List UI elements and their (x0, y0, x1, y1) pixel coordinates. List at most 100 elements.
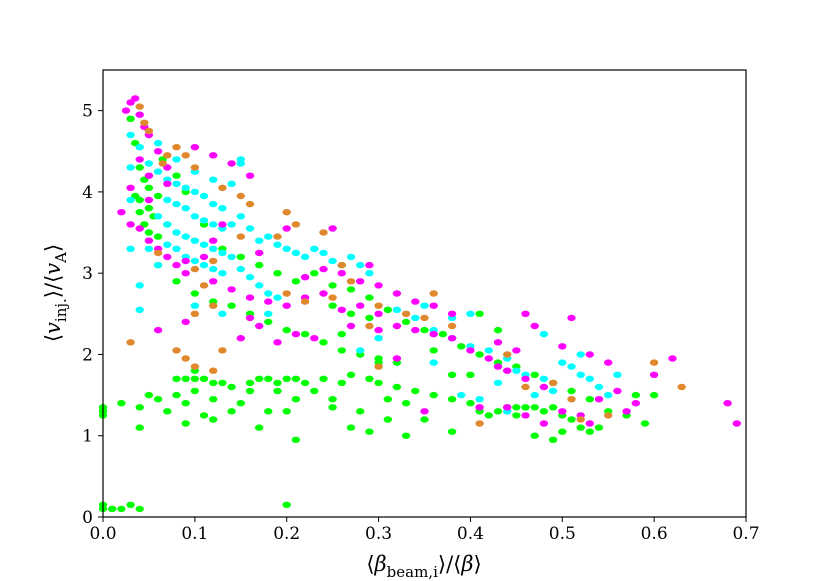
data-point (310, 387, 319, 395)
data-point (273, 241, 282, 248)
data-point (392, 306, 402, 313)
data-point (374, 310, 383, 317)
data-point (613, 387, 622, 395)
data-point (649, 371, 659, 378)
data-point (126, 245, 135, 252)
data-point (163, 196, 172, 204)
data-point (158, 160, 167, 167)
data-point (264, 318, 273, 326)
data-point (356, 261, 365, 269)
data-point (585, 396, 594, 403)
data-point (264, 310, 273, 317)
data-point (567, 387, 576, 395)
data-point (365, 322, 374, 330)
data-point (236, 253, 245, 261)
data-point (172, 229, 181, 236)
data-point (117, 505, 126, 513)
data-point (273, 233, 282, 240)
data-point (466, 347, 475, 354)
data-point (245, 172, 255, 179)
data-point (567, 314, 576, 322)
x-axis: 0.0 0.1 0.2 0.3 0.4 0.5 0.6 0.7 (89, 517, 760, 544)
data-point (475, 404, 484, 411)
data-point (135, 225, 144, 232)
data-point (282, 302, 291, 309)
data-point (199, 261, 209, 269)
data-point (548, 387, 558, 395)
data-point (585, 351, 594, 358)
data-point (356, 278, 365, 285)
x-tick-label: 0.6 (641, 524, 668, 544)
data-point (576, 371, 585, 378)
data-point (640, 420, 650, 427)
data-point (392, 355, 402, 362)
data-point (131, 95, 140, 102)
data-point (209, 367, 218, 374)
data-point (567, 396, 576, 403)
data-point (227, 253, 236, 261)
data-point (199, 375, 209, 382)
data-point (153, 396, 163, 403)
data-point (493, 339, 503, 346)
data-point (604, 391, 613, 399)
data-point (273, 339, 282, 346)
data-point (291, 375, 301, 382)
data-point (190, 375, 200, 382)
data-point (218, 270, 227, 277)
data-point (255, 249, 264, 257)
data-point (236, 400, 245, 407)
data-point (291, 221, 301, 228)
data-point (365, 428, 374, 435)
data-point (539, 408, 549, 415)
data-point (585, 375, 594, 382)
data-point (475, 351, 484, 358)
data-point (374, 379, 383, 387)
data-point (153, 192, 163, 200)
data-point (558, 408, 567, 415)
data-point (199, 217, 209, 224)
data-point (172, 245, 181, 252)
data-point (319, 290, 328, 297)
data-point (199, 192, 209, 200)
data-point (631, 391, 640, 399)
data-point (420, 302, 429, 309)
data-point (209, 245, 218, 252)
data-point (181, 318, 190, 326)
data-point (126, 184, 135, 191)
data-point (236, 265, 245, 273)
data-point (512, 367, 521, 374)
data-point (264, 408, 273, 415)
data-point (365, 270, 374, 277)
data-point (337, 270, 346, 277)
data-point (475, 310, 484, 317)
data-point (190, 144, 200, 151)
data-points (98, 95, 741, 513)
data-point (135, 144, 144, 151)
data-point (521, 404, 530, 411)
data-point (576, 416, 585, 423)
data-point (521, 412, 530, 419)
data-point (337, 330, 346, 338)
data-point (245, 225, 255, 232)
data-point (649, 391, 659, 399)
data-point (218, 249, 227, 257)
data-point (429, 391, 438, 399)
data-point (530, 432, 539, 439)
data-point (190, 213, 200, 220)
data-point (282, 209, 291, 216)
data-point (337, 261, 346, 269)
data-point (411, 326, 420, 334)
data-point (199, 282, 209, 289)
data-point (209, 257, 218, 265)
data-point (172, 375, 181, 382)
data-point (227, 160, 236, 167)
data-point (181, 205, 190, 212)
data-point (484, 355, 493, 362)
data-point (328, 225, 337, 232)
data-point (503, 351, 512, 358)
data-point (190, 363, 200, 370)
data-point (163, 408, 172, 415)
data-point (475, 420, 484, 427)
data-point (401, 432, 411, 439)
data-point (475, 396, 484, 403)
